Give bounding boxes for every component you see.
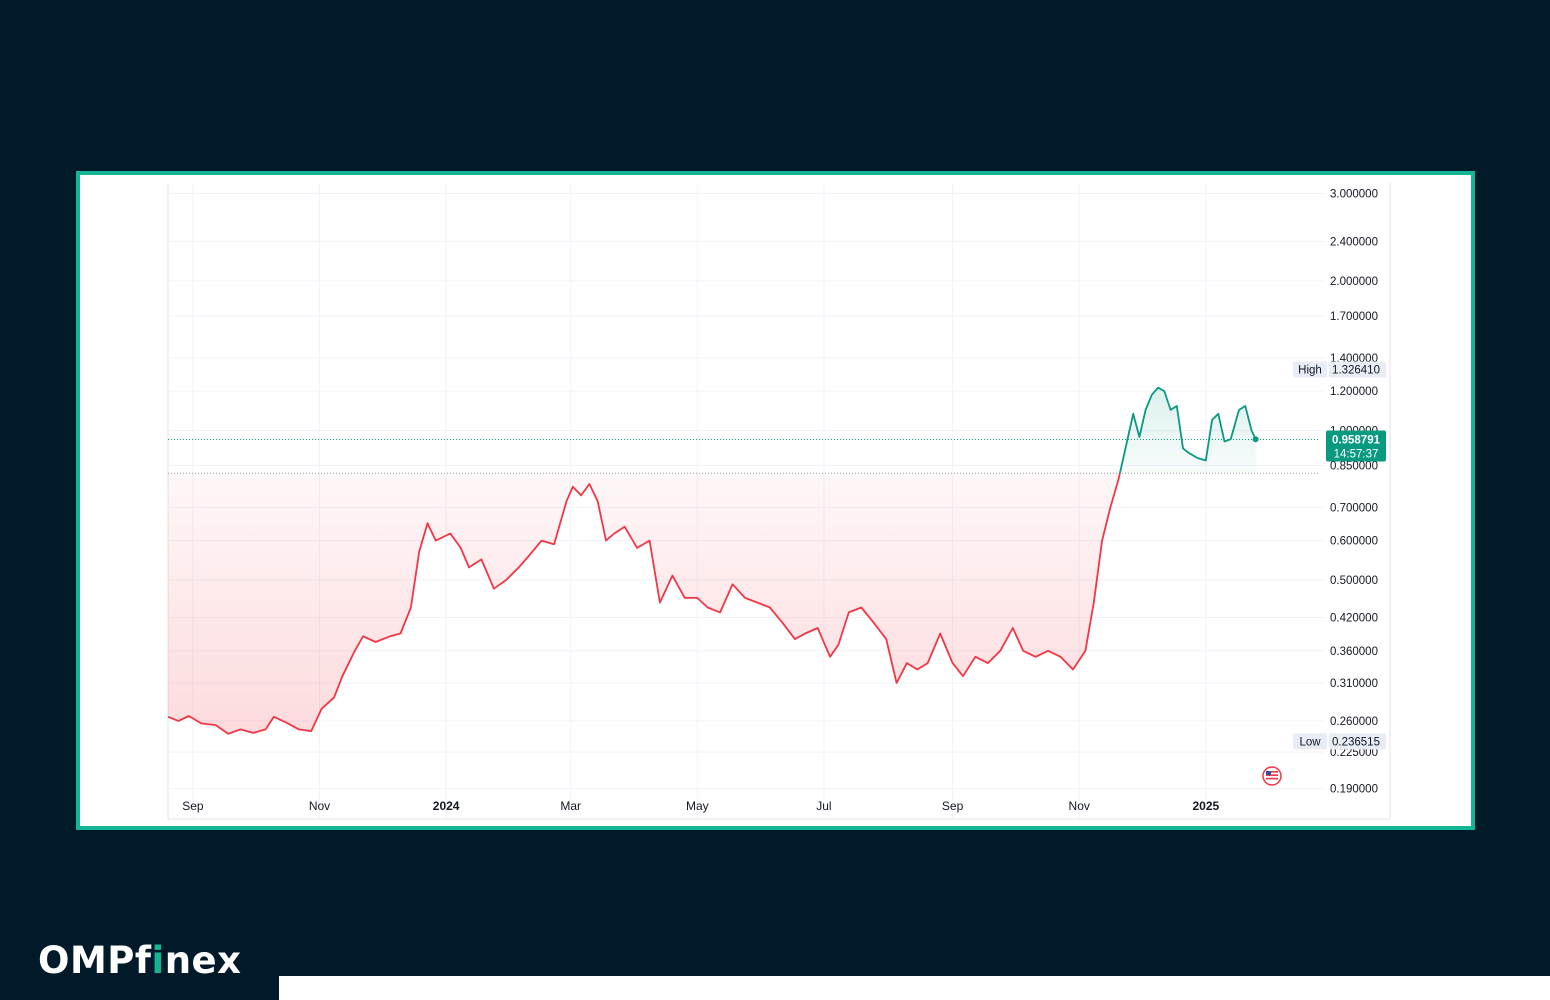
countdown-timer: 14:57:37 [1334, 449, 1379, 461]
last-price-dot [1252, 436, 1259, 443]
y-axis: 3.0000002.4000002.0000001.7000001.400000… [1330, 189, 1378, 796]
y-tick-label: 2.400000 [1330, 237, 1378, 249]
us-flag-icon [1262, 766, 1282, 786]
y-tick-label: 0.700000 [1330, 502, 1378, 514]
y-tick-label: 0.310000 [1330, 678, 1378, 690]
low-value-bg [1329, 733, 1386, 750]
y-tick-label: 1.200000 [1330, 386, 1378, 398]
price-line-down [167, 473, 1121, 735]
area-above-baseline [1119, 387, 1256, 474]
price-series [167, 386, 1259, 735]
y-tick-label: 0.360000 [1330, 646, 1378, 658]
price-chart[interactable]: 3.0000002.4000002.0000001.7000001.400000… [80, 175, 1471, 826]
y-tick-label: 0.225000 [1330, 747, 1378, 759]
last-price-value: 0.958791 [1332, 435, 1381, 447]
x-tick-label: Sep [942, 799, 964, 813]
x-tick-label: May [686, 799, 709, 813]
high-tag-bg [1293, 361, 1327, 378]
footer-strip [279, 976, 1550, 1000]
x-tick-label: 2024 [433, 799, 460, 813]
area-below-baseline [168, 473, 1120, 734]
y-tick-label: 0.850000 [1330, 460, 1378, 472]
price-labels: High 1.326410 Low 0.236515 0.958791 14:57:37 [1293, 361, 1386, 750]
x-tick-label: Sep [182, 799, 204, 813]
low-tag: Low [1299, 736, 1321, 748]
y-tick-label: 2.000000 [1330, 276, 1378, 288]
high-tag: High [1298, 365, 1322, 377]
y-tick-label: 0.420000 [1330, 613, 1378, 625]
x-tick-label: Nov [1069, 799, 1090, 813]
x-axis: Sep Nov 2024 Mar May Jul Sep Nov 2025 [182, 799, 1219, 813]
low-tag-bg [1293, 733, 1327, 750]
area-fill [168, 387, 1256, 734]
last-price-badge [1326, 430, 1386, 462]
x-tick-label: Mar [560, 799, 581, 813]
x-tick-label: Jul [816, 799, 831, 813]
price-line-up [1119, 386, 1257, 474]
y-tick-label: 0.500000 [1330, 575, 1378, 587]
y-tick-label: 0.600000 [1330, 536, 1378, 548]
y-tick-label: 0.190000 [1330, 784, 1378, 796]
x-tick-label: 2025 [1192, 799, 1219, 813]
low-value: 0.236515 [1332, 736, 1380, 748]
y-tick-label: 3.000000 [1330, 189, 1378, 201]
x-tick-label: Nov [309, 799, 330, 813]
chart-frame: 3.000000 2.400000 2.000000 1.700000 1.400000… [76, 171, 1475, 830]
y-tick-label: 1.700000 [1330, 311, 1378, 323]
high-value: 1.326410 [1332, 365, 1380, 377]
y-tick-label: 0.260000 [1330, 716, 1378, 728]
high-value-bg [1329, 361, 1386, 378]
brand-logo: OMPfinex [38, 939, 242, 982]
